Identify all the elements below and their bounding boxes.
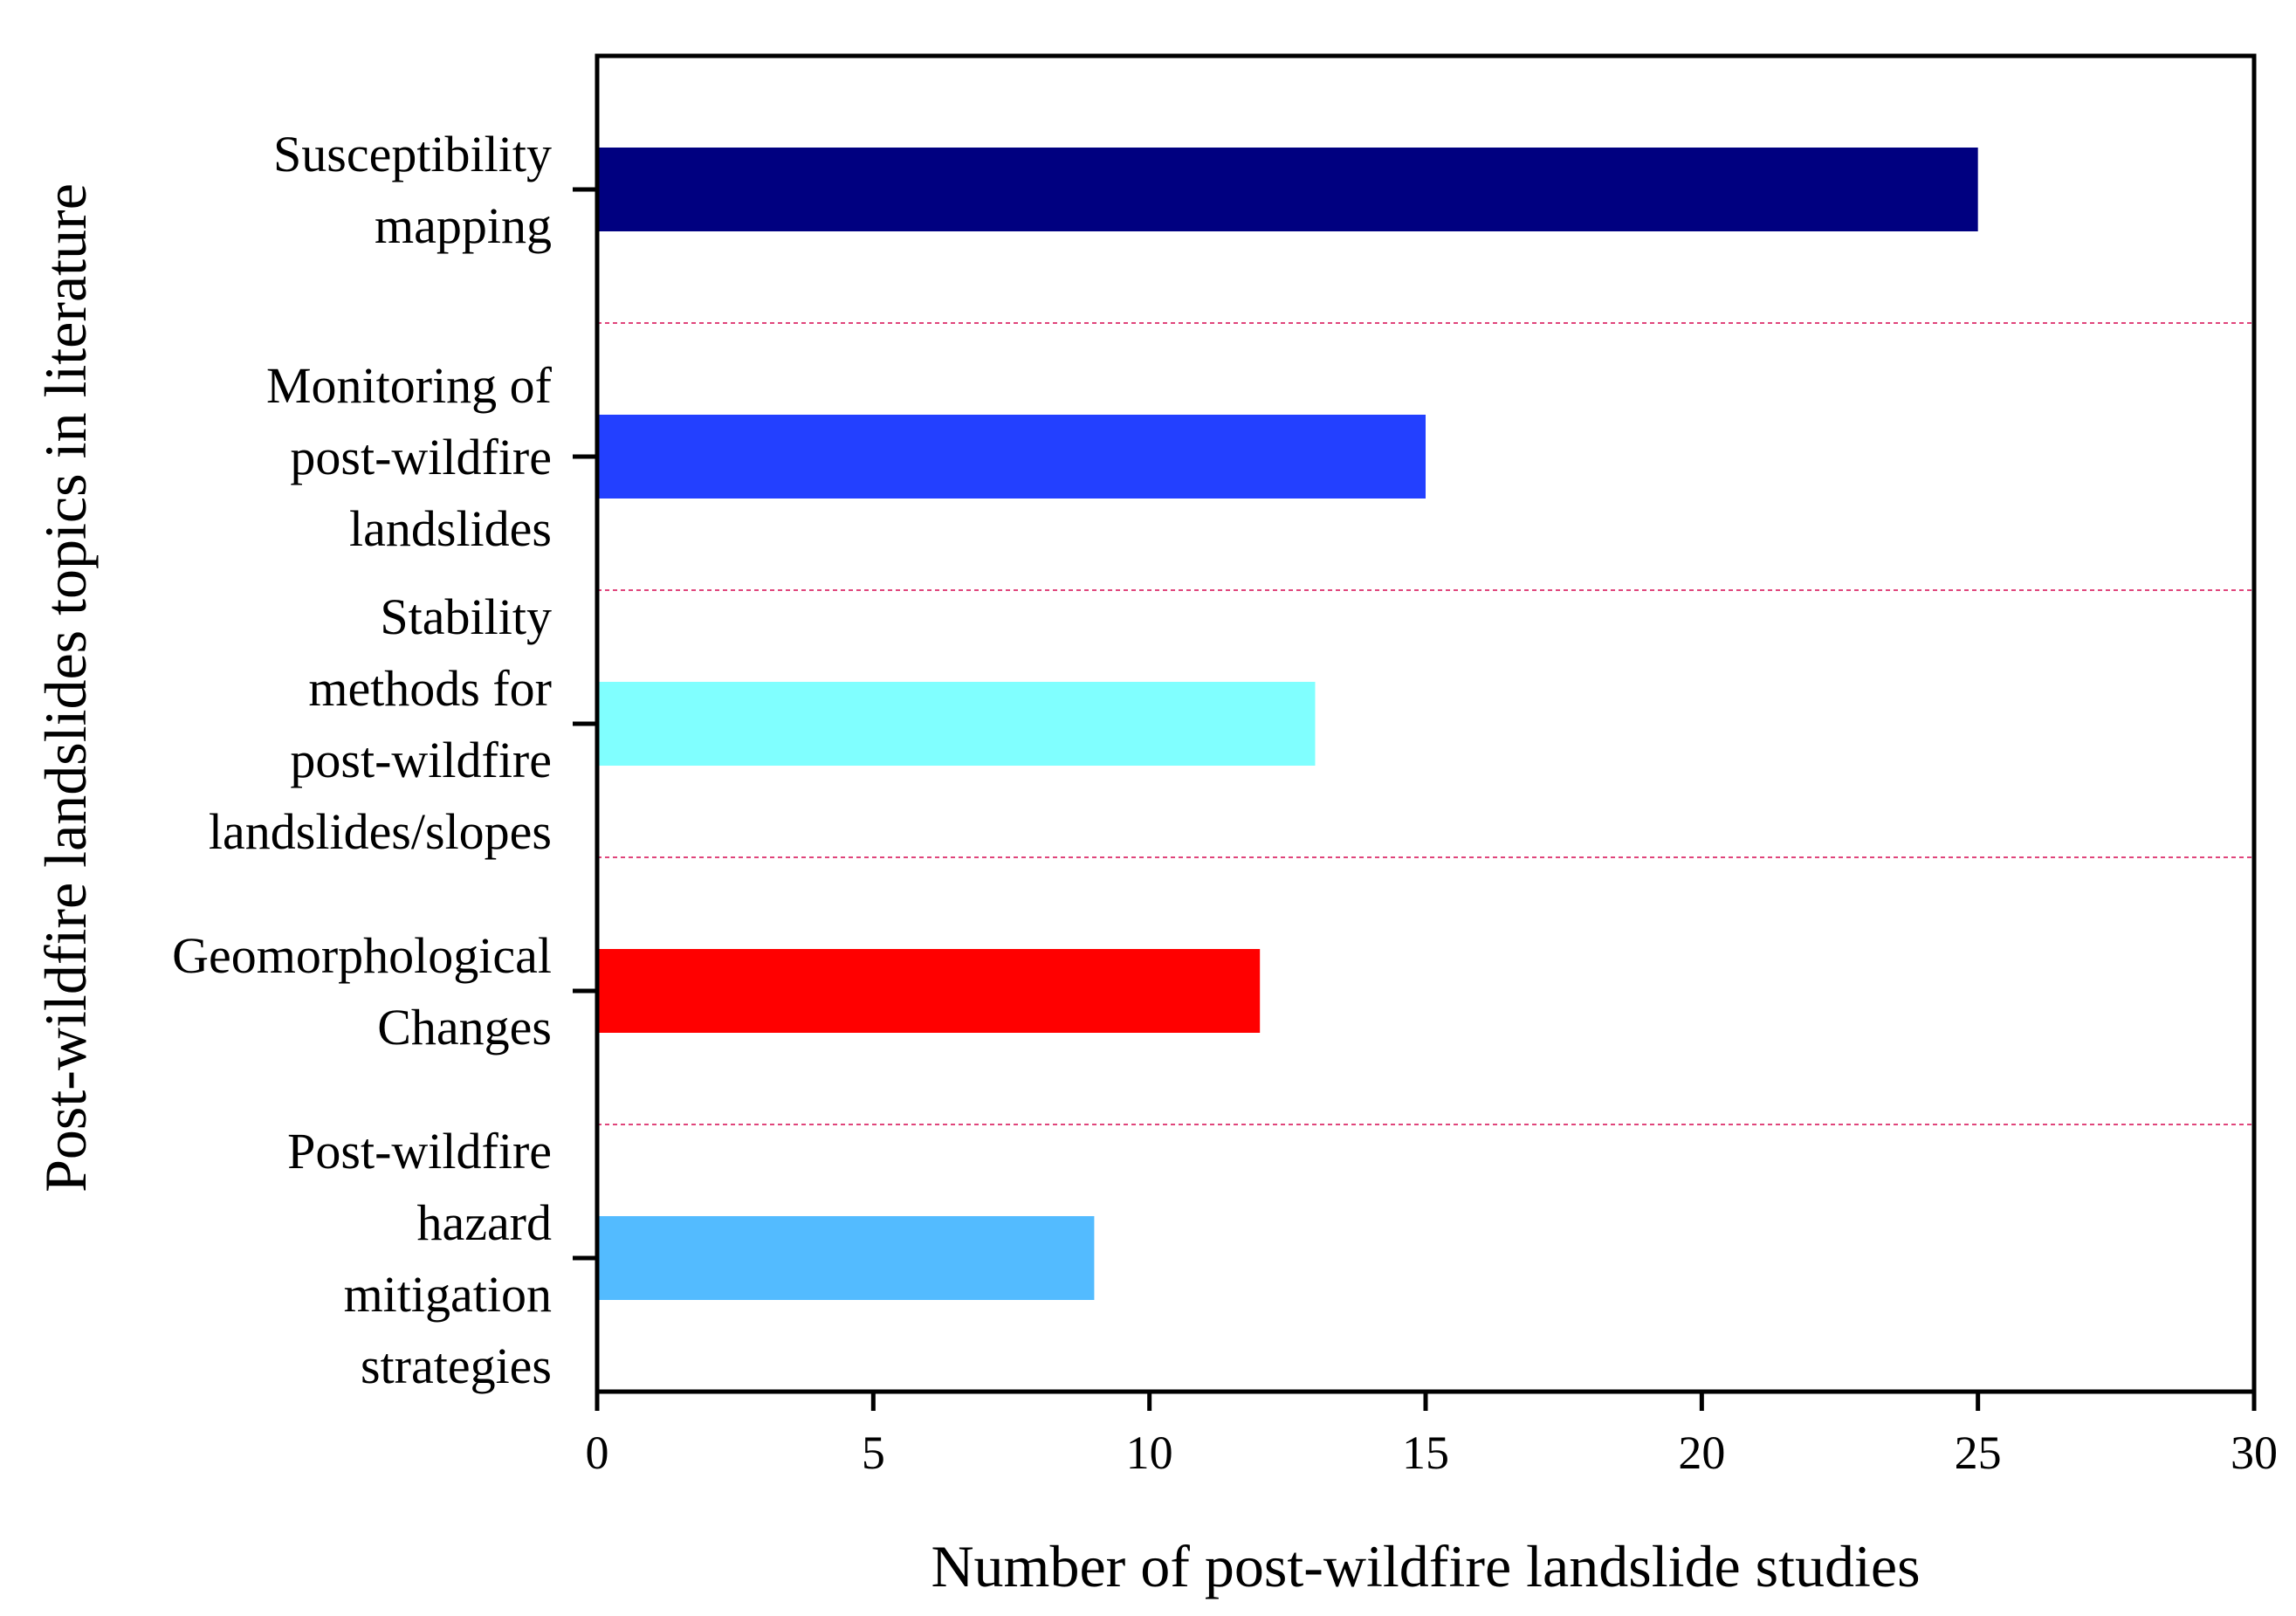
bar-0 [597, 148, 1978, 231]
x-tick-label-4: 20 [1678, 1427, 1725, 1479]
y-tick-label-0: Susceptibility mapping [273, 126, 552, 254]
x-axis-ticks: 0 5 10 15 20 25 30 [586, 1392, 2278, 1479]
x-tick-label-1: 5 [862, 1427, 885, 1479]
y-tick-label-2: Stability methods for post-wildfire landsli… [209, 588, 552, 860]
bar-4 [597, 1216, 1095, 1300]
x-tick-label-3: 15 [1402, 1427, 1449, 1479]
y-tick-label-1: Monitoring of post-wildfire landslides [266, 357, 553, 557]
x-tick-label-6: 30 [2231, 1427, 2278, 1479]
x-tick-label-0: 0 [586, 1427, 609, 1479]
bar-1 [597, 415, 1426, 499]
y-axis-ticks: Susceptibility mapping Monitoring of post-w… [172, 126, 597, 1394]
x-tick-label-5: 25 [1955, 1427, 2002, 1479]
y-tick-label-4: Post-wildfire hazard mitigation strategies [287, 1123, 552, 1394]
x-tick-label-2: 10 [1126, 1427, 1173, 1479]
x-axis-title: Number of post-wildfire landslide studie… [931, 1533, 1920, 1599]
y-axis-title: Post-wildfire landslides topics in liter… [32, 183, 99, 1193]
bar-3 [597, 949, 1261, 1033]
y-tick-label-3: Geomorphological Changes [172, 927, 552, 1056]
bar-2 [597, 682, 1316, 766]
category-separators [597, 322, 2254, 1125]
bars [597, 148, 1978, 1300]
